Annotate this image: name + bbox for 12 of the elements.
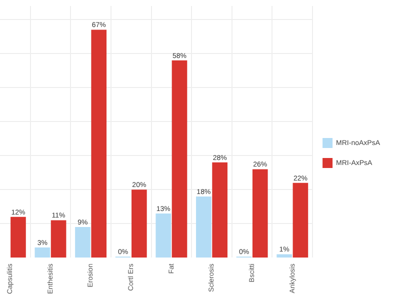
bar [172,60,188,258]
bar [132,190,147,258]
bar [156,213,172,258]
bar [91,30,107,258]
bar [34,247,50,258]
bar [196,196,212,258]
bar [212,162,228,258]
bar [292,182,308,258]
bar [252,169,268,258]
bar [75,227,90,258]
bar [50,220,66,258]
bar [10,216,26,258]
